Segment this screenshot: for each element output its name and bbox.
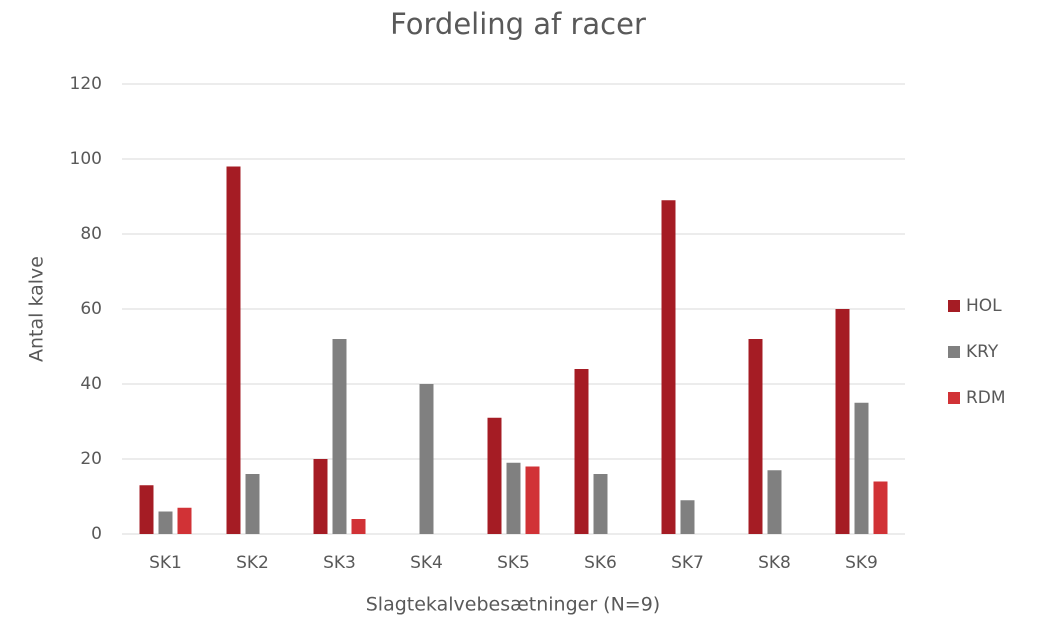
- legend-label: KRY: [966, 342, 999, 362]
- x-axis-label: Slagtekalvebesætninger (N=9): [366, 594, 660, 616]
- x-tick-label: SK9: [845, 553, 878, 573]
- y-tick-label: 100: [70, 149, 102, 169]
- bar: [245, 474, 260, 534]
- y-tick-label: 120: [70, 74, 102, 94]
- bar: [313, 459, 328, 534]
- bar: [419, 384, 434, 534]
- y-tick-label: 40: [80, 374, 102, 394]
- bar: [680, 500, 695, 534]
- y-tick-label: 60: [80, 299, 102, 319]
- bar: [158, 511, 173, 534]
- legend-swatch: [948, 392, 960, 404]
- bar: [767, 470, 782, 534]
- bar: [574, 369, 589, 534]
- legend-swatch: [948, 346, 960, 358]
- bar: [854, 402, 869, 534]
- x-tick-label: SK3: [323, 553, 356, 573]
- x-tick-label: SK6: [584, 553, 617, 573]
- x-tick-label: SK2: [236, 553, 269, 573]
- y-axis-label: Antal kalve: [26, 256, 48, 362]
- bar: [593, 474, 608, 534]
- y-tick-label: 0: [91, 524, 102, 544]
- bar: [226, 166, 241, 534]
- bar: [487, 417, 502, 534]
- bar: [177, 507, 192, 534]
- x-tick-label: SK4: [410, 553, 443, 573]
- x-tick-label: SK8: [758, 553, 791, 573]
- chart-title: Fordeling af racer: [390, 7, 646, 41]
- legend-swatch: [948, 300, 960, 312]
- bar: [748, 339, 763, 534]
- y-tick-label: 80: [80, 224, 102, 244]
- bar: [525, 466, 540, 534]
- bar: [835, 309, 850, 534]
- bar: [873, 481, 888, 534]
- bar: [506, 462, 521, 534]
- bar: [661, 200, 676, 534]
- x-tick-label: SK7: [671, 553, 704, 573]
- bar: [139, 485, 154, 534]
- x-tick-label: SK1: [149, 553, 182, 573]
- x-tick-label: SK5: [497, 553, 530, 573]
- bar: [351, 519, 366, 534]
- legend-label: RDM: [966, 388, 1006, 408]
- y-tick-label: 20: [80, 449, 102, 469]
- bar: [332, 339, 347, 534]
- legend-label: HOL: [966, 296, 1002, 316]
